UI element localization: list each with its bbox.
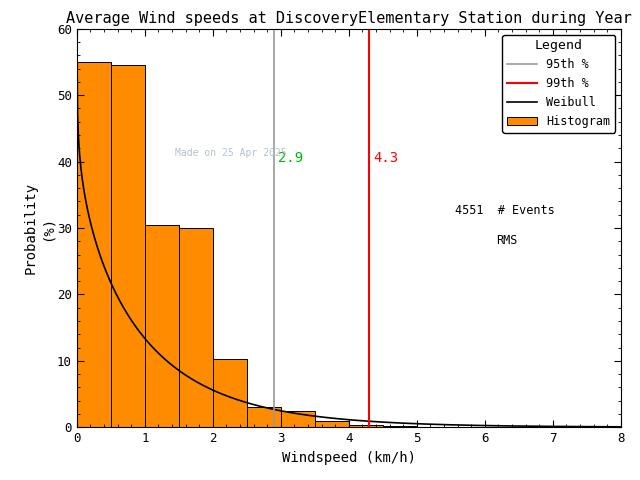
Bar [281,410,315,427]
Text: Made on 25 Apr 2025: Made on 25 Apr 2025 [175,148,286,158]
Bar [247,407,281,427]
Title: Average Wind speeds at DiscoveryElementary Station during Year: Average Wind speeds at DiscoveryElementa… [66,11,632,26]
Bar [315,421,349,427]
Text: 2.9: 2.9 [278,151,303,165]
Bar [111,65,145,427]
Bar [179,228,212,427]
Bar [383,426,417,427]
X-axis label: Windspeed (km/h): Windspeed (km/h) [282,451,416,465]
Legend: 95th %, 99th %, Weibull, Histogram: 95th %, 99th %, Weibull, Histogram [502,35,615,133]
Y-axis label: Probability
(%): Probability (%) [24,182,54,274]
Text: 4551  # Events: 4551 # Events [455,204,555,217]
Bar [145,225,179,427]
Text: 4.3: 4.3 [373,151,399,165]
Text: RMS: RMS [496,234,517,247]
Bar [212,360,247,427]
Bar [77,62,111,427]
Bar [349,425,383,427]
